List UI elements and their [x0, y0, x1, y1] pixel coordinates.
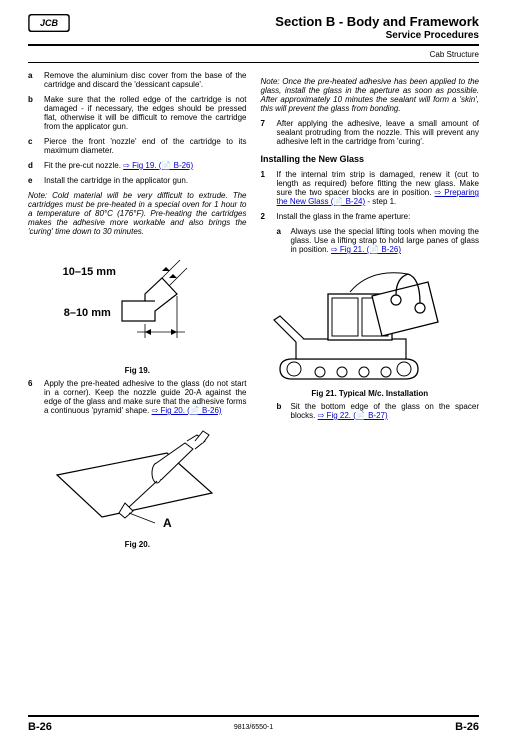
fig19-link[interactable]: ⇨ Fig 19. (📄 B-26)	[123, 161, 193, 170]
item-label: e	[28, 176, 44, 185]
item-text: After applying the adhesive, leave a sma…	[277, 119, 480, 146]
fig21-link[interactable]: ⇨ Fig 21. (📄 B-26)	[331, 245, 401, 254]
item-label: a	[28, 71, 44, 89]
list-item: 2Install the glass in the frame aperture…	[261, 212, 480, 221]
item-text: Install the cartridge in the applicator …	[44, 176, 247, 185]
header-row: JCB Section B - Body and Framework Servi…	[28, 14, 479, 41]
sub-label: a	[277, 227, 291, 254]
note-cold-material: Note: Cold material will be very difficu…	[28, 191, 247, 236]
fig21-caption: Fig 21. Typical M/c. Installation	[261, 389, 480, 398]
list-item: 1If the internal trim strip is damaged, …	[261, 170, 480, 206]
fig19-dim1: 10–15 mm	[0, 266, 199, 278]
list-item: bMake sure that the rolled edge of the c…	[28, 95, 247, 131]
list-item: 7After applying the adhesive, leave a sm…	[261, 119, 480, 146]
fig22-link[interactable]: ⇨ Fig 22. (📄 B-27)	[318, 411, 388, 420]
item-number: 2	[261, 212, 277, 221]
fig21: Fig 21. Typical M/c. Installation	[261, 264, 480, 398]
right-column: Note: Once the pre-heated adhesive has b…	[261, 71, 480, 553]
sub-item: bSit the bottom edge of the glass on the…	[277, 402, 480, 420]
list-item: dFit the pre-cut nozzle. ⇨ Fig 19. (📄 B-…	[28, 161, 247, 170]
item-label: d	[28, 161, 44, 170]
list-item: cPierce the front 'nozzle' end of the ca…	[28, 137, 247, 155]
list-item: 6Apply the pre-heated adhesive to the gl…	[28, 379, 247, 415]
subline: Cab Structure	[28, 50, 479, 63]
header-titles: Section B - Body and Framework Service P…	[275, 14, 479, 41]
fig19-dim2: 8–10 mm	[0, 307, 197, 319]
fig20-link[interactable]: ⇨ Fig 20. (📄 B-26)	[152, 406, 222, 415]
link1-tail: - step 1.	[365, 197, 396, 206]
section-title: Section B - Body and Framework	[275, 14, 479, 29]
sub-item: aAlways use the special lifting tools wh…	[277, 227, 480, 254]
footer-left: B-26	[28, 721, 52, 733]
sub-text: Sit the bottom edge of the glass on the …	[291, 402, 480, 420]
item-number: 7	[261, 119, 277, 146]
footer-mid: 9813/6550-1	[234, 724, 273, 731]
jcb-logo: JCB	[28, 14, 70, 32]
fig19-caption: Fig 19.	[28, 366, 247, 375]
item-number: 1	[261, 170, 277, 206]
content-columns: aRemove the aluminium disc cover from th…	[28, 71, 479, 553]
item-number: 6	[28, 379, 44, 415]
item-text: Fit the pre-cut nozzle. ⇨ Fig 19. (📄 B-2…	[44, 161, 247, 170]
sub-label: b	[277, 402, 291, 420]
item-text: Pierce the front 'nozzle' end of the car…	[44, 137, 247, 155]
item-text: If the internal trim strip is damaged, r…	[277, 170, 480, 206]
header-divider	[28, 44, 479, 46]
footer: B-26 9813/6550-1 B-26	[28, 715, 479, 733]
item-label: c	[28, 137, 44, 155]
sub-text: Always use the special lifting tools whe…	[291, 227, 480, 254]
subtitle: Service Procedures	[275, 30, 479, 41]
list-item: eInstall the cartridge in the applicator…	[28, 176, 247, 185]
item-text: Apply the pre-heated adhesive to the gla…	[44, 379, 247, 415]
item-label: b	[28, 95, 44, 131]
item-text: Install the glass in the frame aperture:	[277, 212, 480, 221]
installing-heading: Installing the New Glass	[261, 154, 480, 164]
fig20: A Fig 20.	[28, 425, 247, 549]
left-column: aRemove the aluminium disc cover from th…	[28, 71, 247, 553]
note-preheated: Note: Once the pre-heated adhesive has b…	[261, 77, 480, 113]
svg-text:JCB: JCB	[40, 18, 59, 28]
item-text-part: Fit the pre-cut nozzle.	[44, 161, 123, 170]
list-item: aRemove the aluminium disc cover from th…	[28, 71, 247, 89]
cab-structure-label: Cab Structure	[430, 50, 479, 59]
footer-right: B-26	[455, 721, 479, 733]
fig19: 10–15 mm 8–10 mm Fig 19.	[28, 246, 247, 375]
fig20-caption: Fig 20.	[28, 540, 247, 549]
fig20-label-a: A	[163, 516, 172, 530]
item-text: Remove the aluminium disc cover from the…	[44, 71, 247, 89]
item-text: Make sure that the rolled edge of the ca…	[44, 95, 247, 131]
